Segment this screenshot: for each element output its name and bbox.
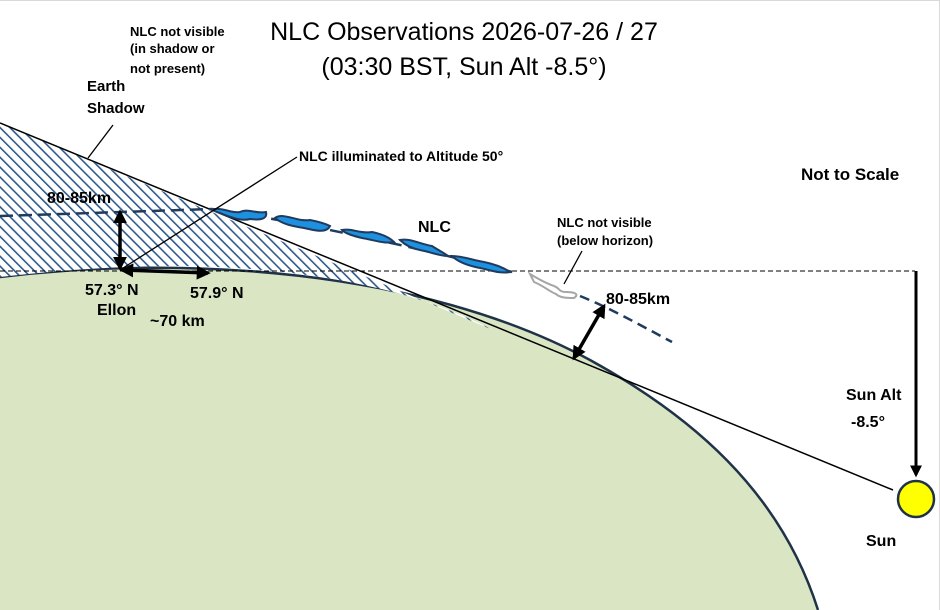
horizon-label-pointer — [563, 250, 583, 285]
label-place-ellon: Ellon — [97, 302, 136, 319]
earth-surface — [0, 267, 818, 610]
label-nlc: NLC — [418, 219, 451, 236]
label-sun-alt: Sun Alt -8.5° — [846, 387, 906, 431]
label-sun: Sun — [866, 533, 896, 550]
label-nlc-not-visible-shadow: NLC not visible (in shadow or not presen… — [130, 24, 228, 76]
nlc-altitude-line-left — [0, 207, 213, 218]
height-arrow-right — [572, 303, 606, 361]
sun-icon — [896, 479, 936, 519]
label-distance: ~70 km — [150, 313, 205, 330]
label-height-left: 80-85km — [47, 190, 111, 207]
label-not-to-scale: Not to Scale — [801, 165, 899, 184]
sight-line — [119, 156, 298, 271]
label-nlc-illuminated: NLC illuminated to Altitude 50° — [299, 148, 503, 164]
distance-arrow — [119, 263, 211, 280]
title-line-2: (03:30 BST, Sun Alt -8.5°) — [321, 53, 606, 81]
earth-shadow-pointer — [87, 124, 114, 159]
shadow-boundary-line — [0, 122, 894, 491]
label-height-right: 80-85km — [606, 291, 670, 308]
label-earth-shadow: Earth Shadow — [87, 78, 145, 117]
title-line-1: NLC Observations 2026-07-26 / 27 — [270, 18, 658, 46]
nlc-altitude-line-right — [579, 294, 673, 344]
label-nlc-not-visible-horizon: NLC not visible (below horizon) — [557, 215, 655, 248]
earth-shadow-region — [0, 123, 493, 330]
nlc-below-horizon — [527, 271, 578, 300]
nlc-clouds — [209, 207, 513, 274]
label-lat-ellon: 57.3° N — [85, 282, 139, 299]
label-lat-north: 57.9° N — [190, 285, 244, 302]
